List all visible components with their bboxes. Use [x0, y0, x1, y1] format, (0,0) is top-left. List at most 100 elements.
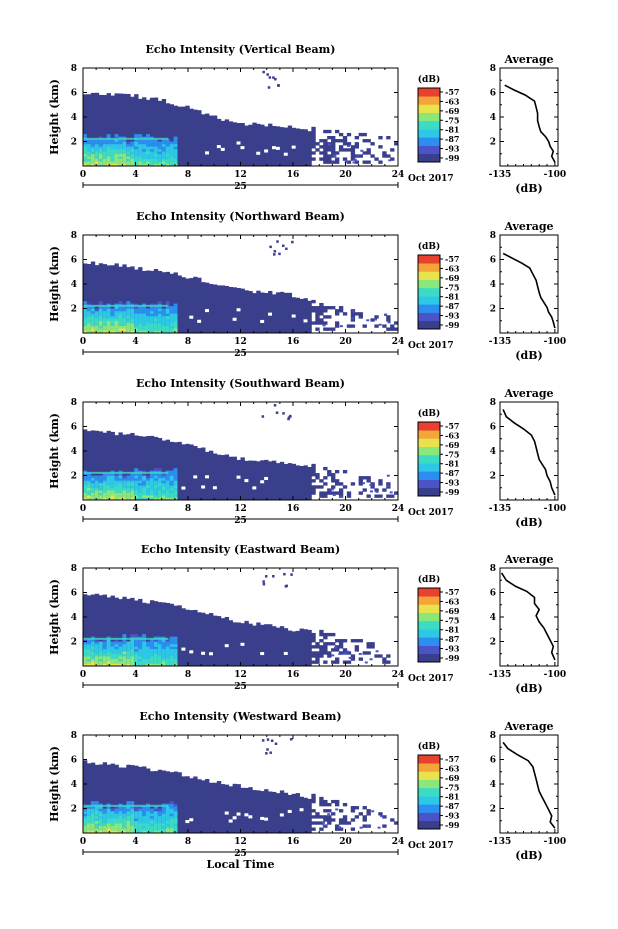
echo-strong-cell: [142, 161, 147, 164]
colorbar-swatch: [418, 153, 440, 163]
echo-column: [256, 123, 261, 166]
echo-cell: [331, 154, 336, 158]
echo-strong-cell: [83, 653, 88, 657]
echo-strong-cell: [138, 148, 143, 152]
echo-strong-cell: [106, 158, 111, 162]
echo-strong-cell: [134, 156, 139, 159]
echo-strong-cell: [94, 161, 100, 164]
echo-strong-cell: [134, 661, 139, 664]
echo-strong-cell: [86, 163, 92, 167]
echo-strong-cell: [114, 806, 119, 809]
echo-strong-cell: [146, 828, 151, 831]
echo-strong-cell: [134, 828, 139, 831]
echo-cell: [311, 654, 316, 658]
echo-strong-cell: [94, 139, 100, 142]
echo-speck: [330, 488, 334, 491]
echo-strong-cell: [153, 139, 159, 142]
echo-strong-cell: [126, 806, 131, 809]
echo-cell: [327, 327, 332, 331]
echo-strong-cell: [86, 306, 92, 309]
echo-strong-cell: [157, 323, 163, 326]
echo-column: [185, 278, 190, 333]
echo-cell: [358, 476, 363, 480]
echo-strong-cell: [122, 310, 127, 314]
echo-column: [260, 124, 265, 166]
colorbar-tick-label: -87: [445, 468, 459, 478]
echo-strong-cell: [142, 656, 147, 659]
echo-column: [260, 460, 265, 500]
echo-strong-cell: [142, 663, 147, 667]
echo-strong-cell: [165, 490, 171, 493]
echo-strong-cell: [165, 318, 171, 322]
echo-strong-cell: [98, 648, 104, 652]
echo-strong-cell: [146, 158, 151, 162]
echo-strong-cell: [118, 661, 123, 664]
echo-strong-cell: [134, 497, 139, 501]
echo-column: [189, 610, 194, 666]
echo-strong-cell: [173, 810, 178, 814]
echo-strong-cell: [153, 653, 159, 657]
echo-column: [126, 93, 131, 166]
echo-cell: [319, 827, 324, 831]
y-tick-label: 4: [71, 613, 77, 623]
echo-strong-cell: [110, 490, 115, 493]
echo-cell: [382, 488, 387, 492]
echo-strong-cell: [165, 485, 171, 489]
echo-strong-cell: [161, 815, 167, 819]
echo-column: [307, 300, 312, 333]
echo-cell: [323, 139, 328, 143]
echo-strong-cell: [161, 328, 167, 331]
echo-strong-cell: [134, 146, 139, 150]
y-tick-label: 8: [71, 731, 77, 741]
echo-strong-cell: [134, 477, 139, 481]
echo-strong-cell: [126, 318, 131, 322]
echo-speck: [332, 494, 336, 497]
echo-column: [130, 765, 135, 833]
colorbar-swatch: [418, 145, 440, 155]
echo-cell: [394, 327, 399, 331]
echo-strong-cell: [86, 475, 92, 479]
echo-cell: [335, 160, 340, 164]
profile-x-tick-label: -135: [489, 337, 512, 347]
echo-cell: [331, 479, 336, 483]
echo-cell: [315, 148, 320, 152]
echo-strong-cell: [90, 823, 96, 826]
echo-strong-cell: [130, 639, 135, 642]
echo-strong-cell: [126, 151, 131, 155]
echo-cell: [374, 488, 379, 492]
echo-strong-cell: [122, 141, 127, 145]
echo-strong-cell: [118, 815, 123, 819]
echo-speck: [283, 572, 286, 576]
echo-strong-cell: [169, 492, 174, 496]
echo-strong-cell: [157, 141, 163, 145]
echo-strong-cell: [83, 315, 88, 319]
echo-column: [216, 780, 222, 833]
echo-strong-cell: [149, 143, 155, 147]
echo-speck: [389, 491, 393, 494]
colorbar-swatch: [418, 430, 440, 439]
echo-strong-cell: [165, 487, 171, 491]
echo-strong-cell: [142, 646, 147, 650]
echo-column: [83, 429, 88, 500]
echo-column: [134, 600, 139, 666]
echo-strong-cell: [126, 485, 131, 489]
echo-strong-cell: [86, 810, 92, 814]
echo-strong-cell: [130, 818, 135, 822]
echo-cell: [315, 642, 320, 646]
echo-strong-cell: [122, 485, 127, 489]
echo-strong-cell: [149, 148, 155, 152]
echo-speck: [352, 310, 356, 313]
echo-cell: [390, 157, 395, 161]
echo-speck: [345, 650, 349, 653]
echo-column: [102, 432, 108, 500]
echo-strong-cell: [106, 485, 111, 489]
echo-column: [303, 629, 308, 666]
colorbar-swatch: [418, 653, 440, 663]
echo-cell: [335, 827, 340, 831]
colorbar-swatch: [418, 820, 440, 830]
echo-strong-cell: [98, 813, 104, 817]
echo-cell: [354, 142, 360, 146]
echo-strong-cell: [98, 146, 104, 150]
echo-gap: [236, 141, 241, 145]
